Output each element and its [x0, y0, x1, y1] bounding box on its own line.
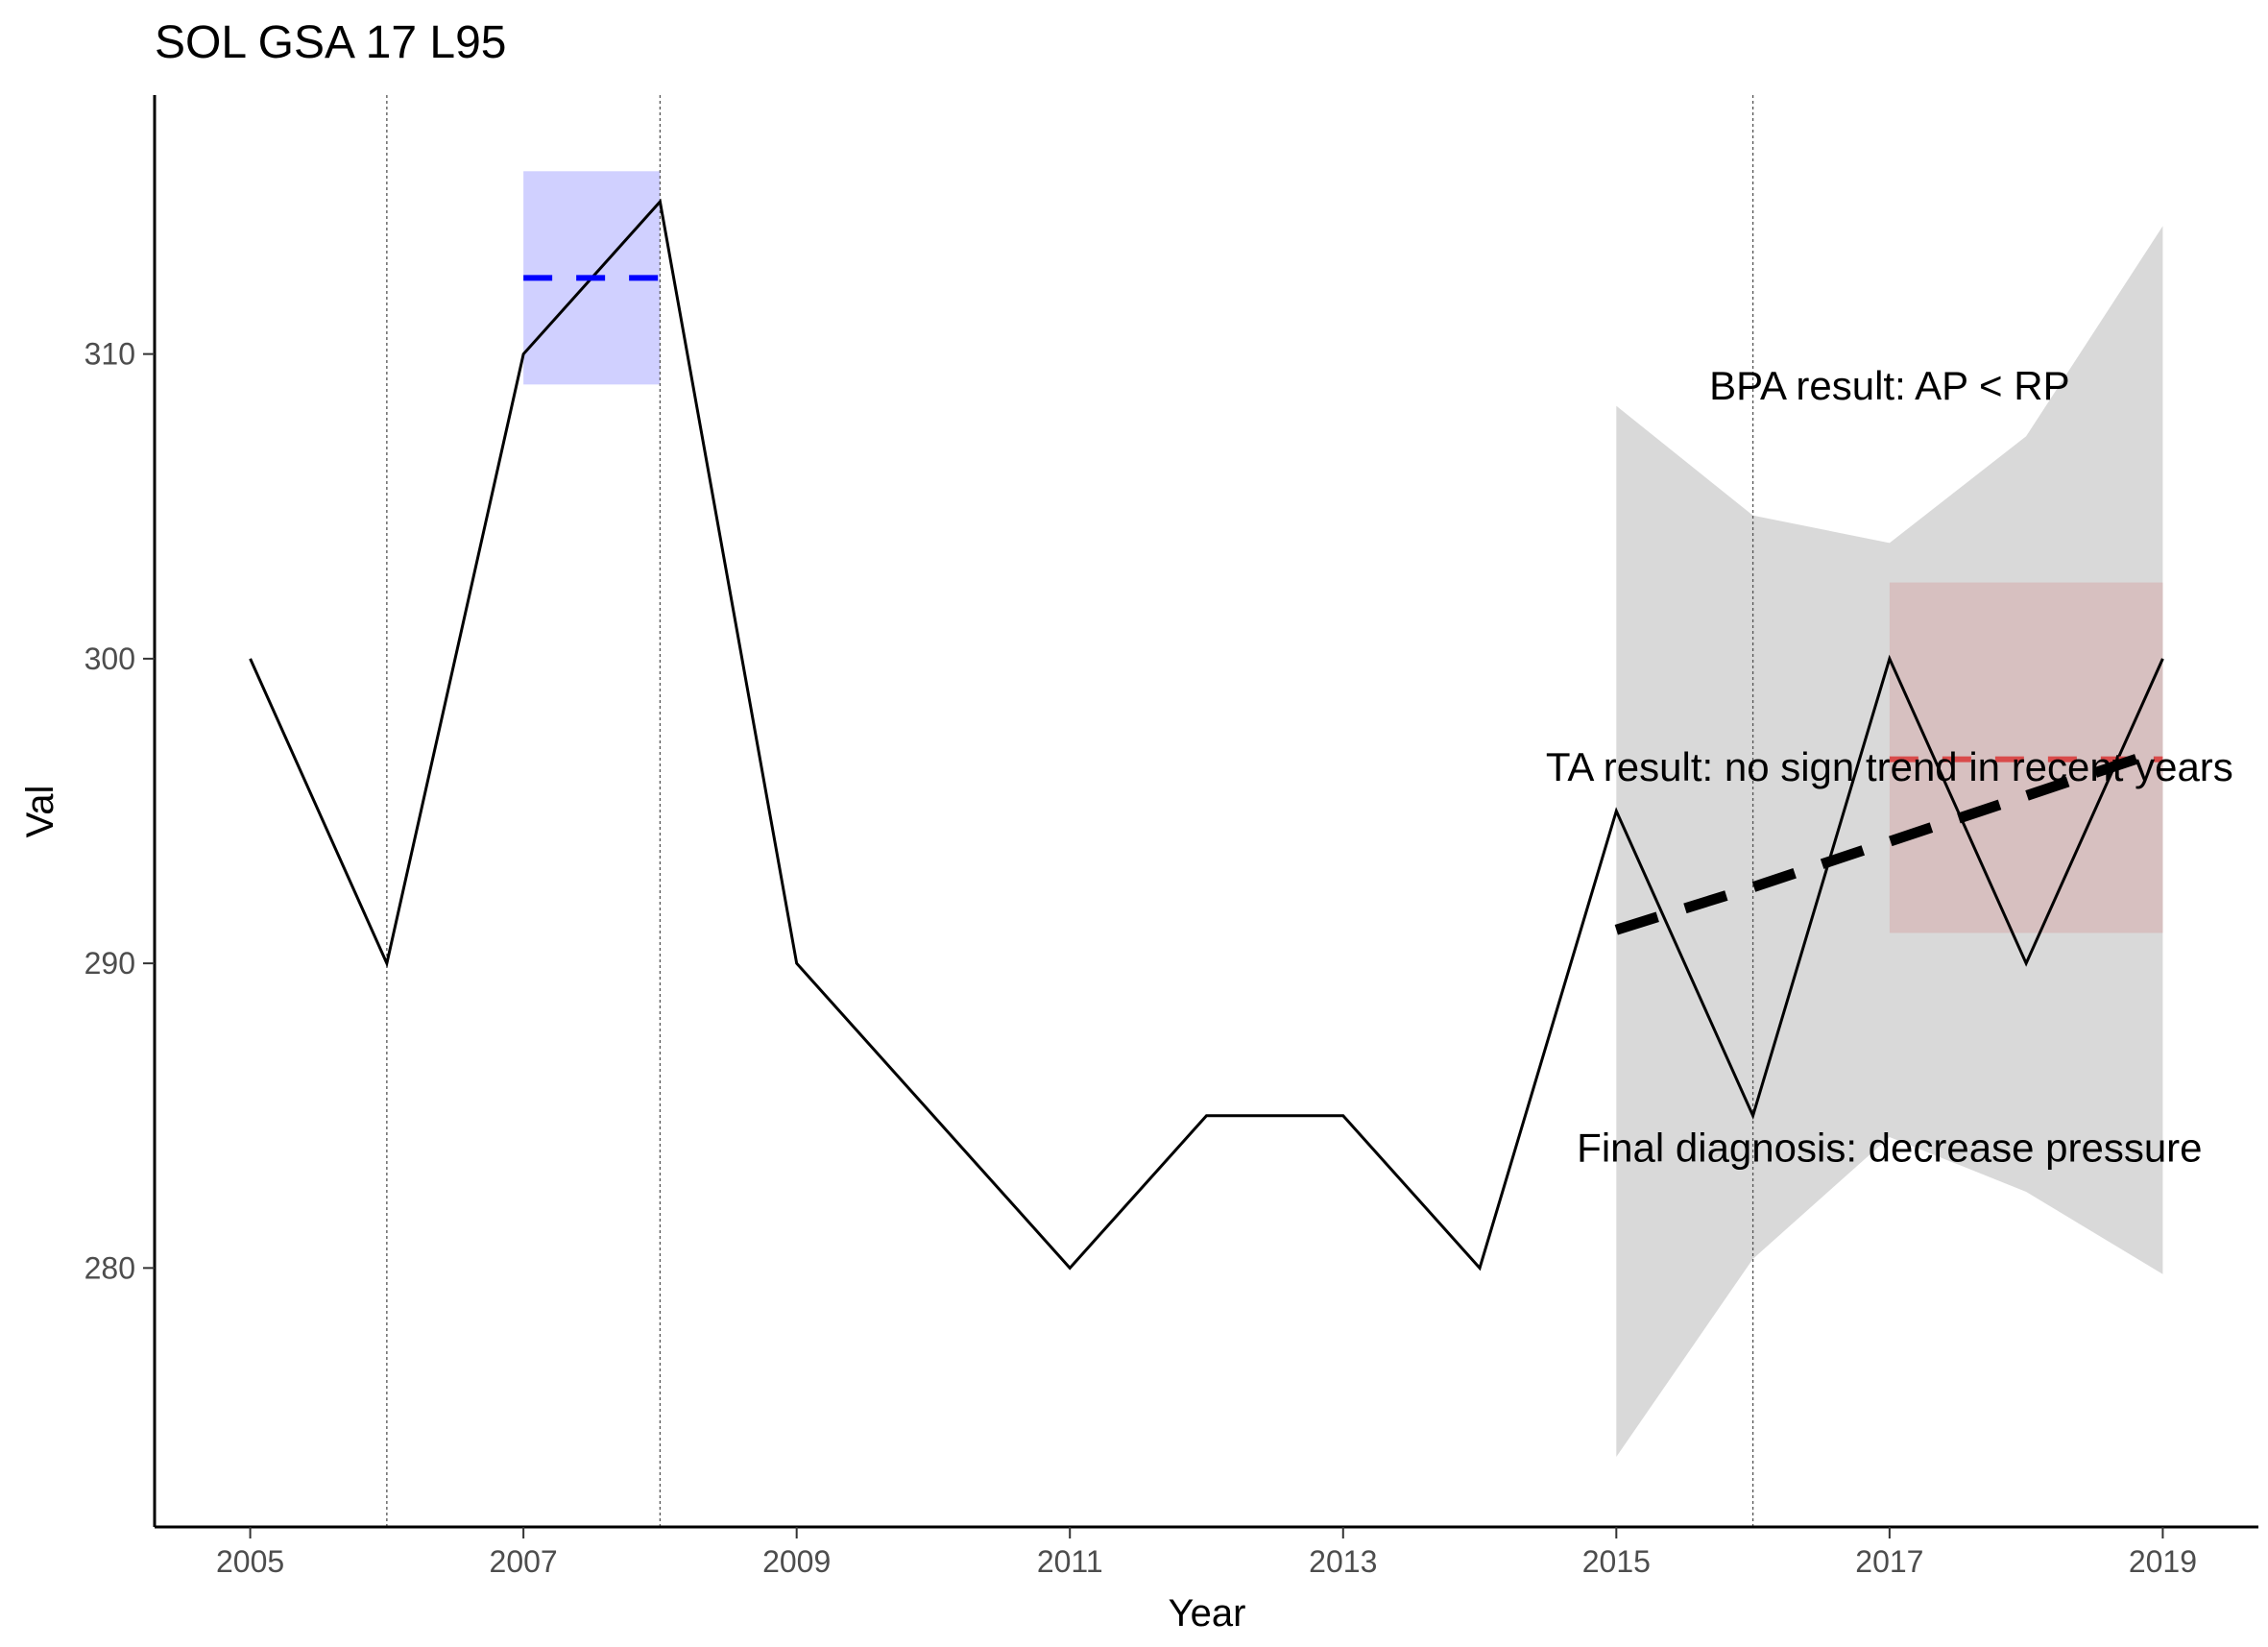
annotation-3: Final diagnosis: decrease pressure	[1577, 1125, 2202, 1170]
annotation-1: BPA result: AP < RP	[1709, 363, 2069, 408]
x-tick-label: 2007	[490, 1544, 558, 1579]
chart-title: SOL GSA 17 L95	[155, 17, 506, 68]
y-axis-title: Val	[19, 786, 61, 838]
x-axis-title: Year	[1169, 1592, 1246, 1635]
x-tick-label: 2013	[1309, 1544, 1377, 1579]
x-tick-label: 2019	[2129, 1544, 2197, 1579]
annotation-2: TA result: no sign trend in recent years	[1546, 744, 2233, 789]
y-tick-label: 310	[84, 337, 135, 372]
x-tick-label: 2005	[216, 1544, 284, 1579]
x-tick-label: 2011	[1037, 1544, 1103, 1579]
x-tick-label: 2015	[1582, 1544, 1651, 1579]
x-tick-label: 2017	[1855, 1544, 1923, 1579]
y-tick-label: 300	[84, 642, 135, 676]
y-tick-label: 290	[84, 946, 135, 981]
trend-fit-line	[1614, 744, 2165, 935]
x-tick-label: 2009	[762, 1544, 831, 1579]
y-tick-label: 280	[84, 1250, 135, 1285]
series-line	[249, 198, 2164, 1272]
